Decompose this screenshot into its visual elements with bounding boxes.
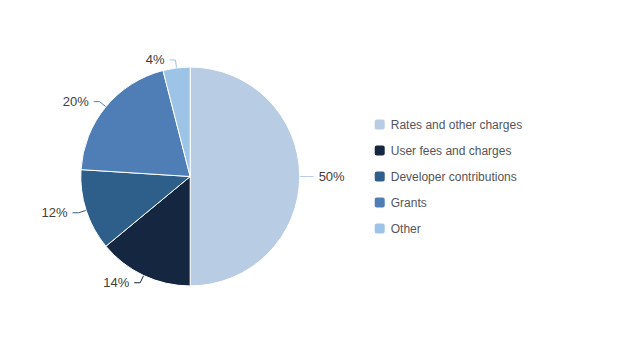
svg-text:50%: 50%	[319, 169, 345, 184]
svg-text:Rates and other charges: Rates and other charges	[391, 118, 522, 132]
svg-text:Grants: Grants	[391, 196, 427, 210]
svg-text:14%: 14%	[103, 275, 129, 290]
svg-text:4%: 4%	[146, 52, 165, 67]
svg-text:Developer contributions: Developer contributions	[391, 170, 517, 184]
svg-text:12%: 12%	[41, 205, 67, 220]
svg-text:20%: 20%	[63, 94, 89, 109]
svg-text:Other: Other	[391, 222, 421, 236]
svg-text:User fees and charges: User fees and charges	[391, 144, 512, 158]
